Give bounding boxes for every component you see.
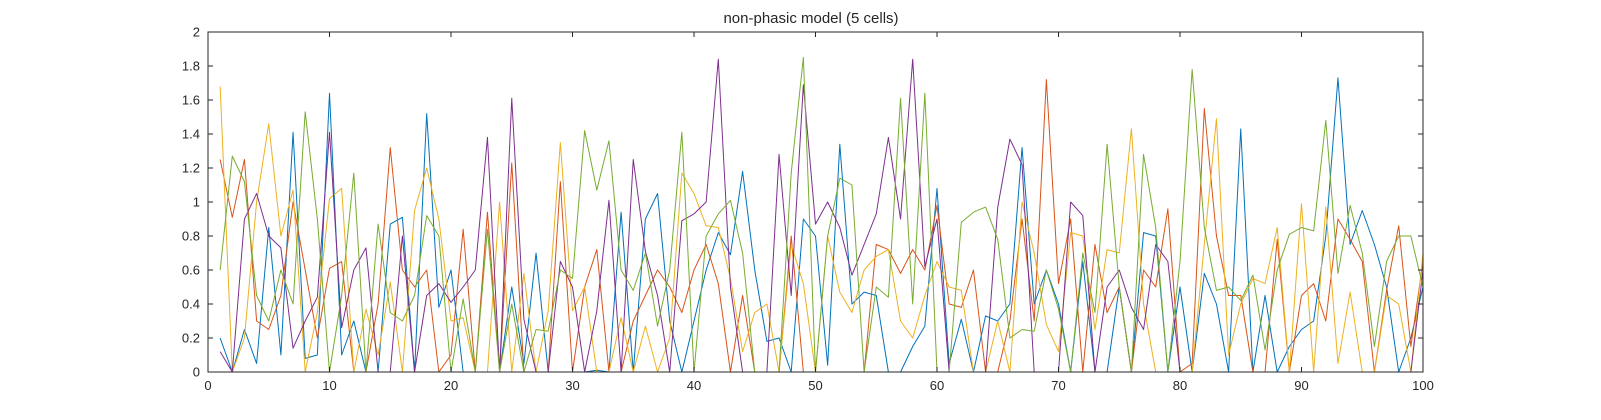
chart-title: non-phasic model (5 cells) <box>723 10 898 27</box>
y-tick-label: 0.8 <box>182 229 200 244</box>
y-tick-label: 0.6 <box>182 263 200 278</box>
y-tick-label: 1.8 <box>182 59 200 74</box>
x-tick-label: 40 <box>687 378 701 393</box>
x-tick-label: 0 <box>204 378 211 393</box>
x-tick-label: 50 <box>808 378 822 393</box>
y-tick-label: 1.6 <box>182 93 200 108</box>
y-tick-label: 1 <box>193 195 200 210</box>
x-tick-label: 90 <box>1294 378 1308 393</box>
series-line-5 <box>219 57 1424 373</box>
y-tick-label: 1.4 <box>182 127 200 142</box>
plot-background <box>208 32 1423 372</box>
plot-area <box>208 32 1423 372</box>
axes-layer: 0 10 20 30 40 50 60 70 80 90 100 0 0.2 0.4 0.6 0.8 1 1.2 1… <box>182 25 1434 394</box>
y-tick-label: 2 <box>193 25 200 40</box>
x-tick-label: 100 <box>1412 378 1434 393</box>
y-tick-label: 0.4 <box>182 297 200 312</box>
y-tick-label: 0 <box>193 365 200 380</box>
x-tick-label: 30 <box>565 378 579 393</box>
x-tick-label: 10 <box>322 378 336 393</box>
y-tick-label: 1.2 <box>182 161 200 176</box>
y-tick-label: 0.2 <box>182 331 200 346</box>
x-tick-label: 20 <box>444 378 458 393</box>
x-tick-label: 80 <box>1173 378 1187 393</box>
x-tick-label: 60 <box>930 378 944 393</box>
x-tick-label: 70 <box>1051 378 1065 393</box>
